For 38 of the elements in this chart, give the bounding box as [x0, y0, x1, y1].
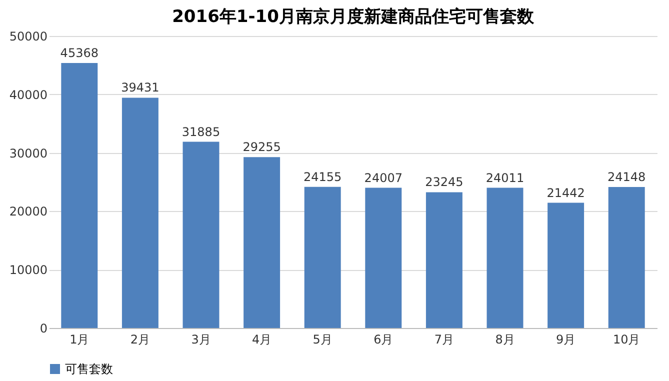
x-tick-label: 1月: [70, 332, 90, 346]
y-tick-label: 0: [40, 322, 48, 336]
bar: [426, 192, 462, 328]
data-label: 24007: [364, 170, 402, 185]
bar: [304, 186, 341, 328]
y-tick-label: 50000: [9, 30, 48, 44]
x-tick-label: 6月: [374, 332, 394, 346]
y-tick-label: 30000: [9, 146, 48, 160]
data-label: 29255: [242, 140, 281, 154]
x-tick-label: 10月: [612, 332, 640, 346]
bar: [182, 142, 220, 328]
bar: [61, 63, 98, 328]
data-label: 45368: [60, 46, 98, 60]
bar: [365, 188, 402, 328]
chart-title: 2016年1-10月南京月度新建商品住宅可售套数: [172, 7, 535, 27]
bar: [548, 202, 584, 328]
data-label: 24155: [304, 170, 342, 184]
x-tick-label: 8月: [495, 332, 515, 346]
legend-label: 可售套数: [65, 362, 113, 376]
bar: [244, 157, 280, 328]
data-label: 39431: [121, 80, 160, 95]
bar: [608, 186, 645, 328]
x-tick-label: 2月: [130, 332, 150, 346]
data-label: 31885: [182, 124, 220, 139]
x-tick-label: 9月: [556, 332, 576, 346]
data-label: 21442: [546, 186, 585, 200]
y-tick-label: 10000: [9, 263, 48, 278]
y-tick-label: 20000: [9, 204, 48, 219]
bar: [486, 188, 524, 328]
data-label: 24148: [608, 170, 646, 184]
x-tick-label: 3月: [191, 332, 211, 346]
x-tick-label: 5月: [312, 332, 332, 346]
y-tick-label: 40000: [9, 88, 48, 102]
data-label: 23245: [425, 175, 464, 190]
x-tick-label: 7月: [434, 332, 454, 346]
data-label: 24011: [486, 170, 524, 185]
bar: [122, 98, 158, 328]
x-tick-label: 4月: [252, 332, 272, 346]
